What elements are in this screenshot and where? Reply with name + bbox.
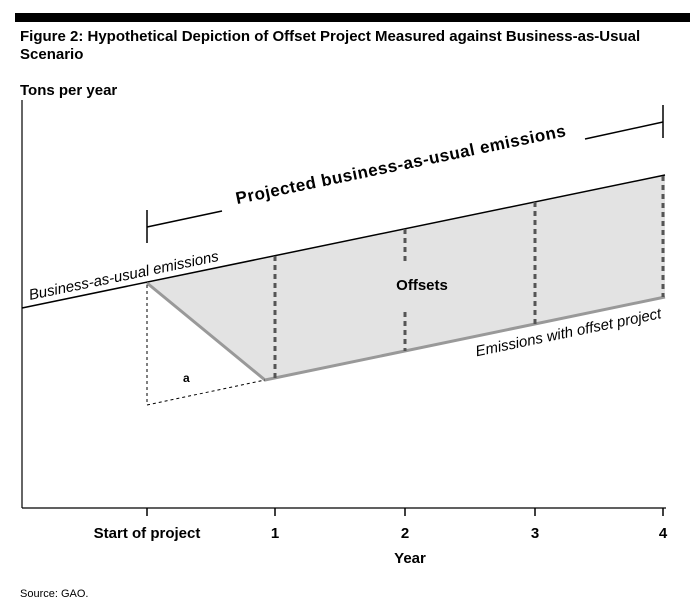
- bracket: [146, 105, 664, 243]
- bracket-label: Projected business-as-usual emissions: [234, 121, 568, 208]
- x-label: 4: [659, 525, 668, 542]
- x-ticks: [146, 508, 664, 516]
- x-label: Start of project: [94, 525, 201, 542]
- top-rule: [15, 13, 690, 22]
- figure-title: Figure 2: Hypothetical Depiction of Offs…: [20, 28, 641, 63]
- offsets-label: Offsets: [396, 277, 448, 294]
- y-axis-label: Tons per year: [20, 82, 117, 99]
- source: Source: GAO.: [20, 588, 88, 600]
- triangle-label: a: [183, 371, 190, 385]
- x-label: 3: [531, 525, 539, 542]
- triangle: [146, 285, 266, 406]
- x-labels: Start of project 1 2 3 4: [94, 525, 668, 542]
- x-label: 1: [271, 525, 279, 542]
- x-axis-label: Year: [394, 550, 426, 567]
- bau-line: [21, 174, 666, 309]
- offset-dashes: [273, 176, 665, 378]
- x-label: 2: [401, 525, 409, 542]
